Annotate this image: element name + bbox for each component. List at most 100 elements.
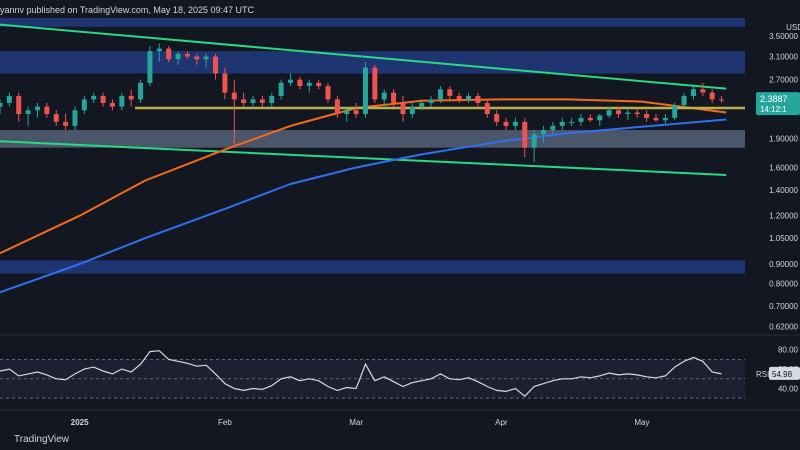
time-tick-label: Feb xyxy=(218,418,232,427)
candle xyxy=(44,102,50,118)
candle-body xyxy=(138,82,144,100)
candle xyxy=(259,95,265,107)
candle-body xyxy=(690,89,696,96)
moving-average-2 xyxy=(0,118,727,294)
candle-body xyxy=(0,102,3,107)
candle-body xyxy=(241,99,247,103)
candle-body xyxy=(587,117,593,121)
candle-body xyxy=(353,110,359,115)
trendlines xyxy=(0,23,727,176)
candle xyxy=(119,92,125,111)
candle xyxy=(194,53,200,65)
candle-body xyxy=(447,89,453,96)
candle xyxy=(578,114,584,126)
candle xyxy=(400,95,406,122)
candles xyxy=(0,43,725,163)
candle xyxy=(297,76,303,90)
candle-body xyxy=(72,110,78,126)
candle xyxy=(325,82,331,103)
candle-body xyxy=(381,92,387,100)
time-tick-label: 2025 xyxy=(71,418,89,427)
candle-body xyxy=(222,73,228,93)
price-axis[interactable]: USDT3.500003.100002.700002.300001.900001… xyxy=(745,18,800,333)
candle-body xyxy=(662,117,668,121)
candle xyxy=(662,114,668,124)
candle xyxy=(653,114,659,122)
candle xyxy=(81,95,87,115)
candle xyxy=(222,67,228,100)
candle-body xyxy=(709,92,715,100)
candle xyxy=(531,130,537,163)
candle-body xyxy=(597,115,603,121)
candle xyxy=(0,99,3,115)
candle-body xyxy=(213,56,219,74)
candle xyxy=(690,86,696,100)
rsi-tick-label: 40.00 xyxy=(778,384,799,393)
time-tick-label: May xyxy=(634,418,649,427)
price-tick-label: 3.10000 xyxy=(769,53,798,62)
candle xyxy=(709,89,715,103)
candle xyxy=(700,82,706,96)
candle xyxy=(606,106,612,118)
rsi-tick-label: 80.00 xyxy=(778,346,799,355)
candle-body xyxy=(503,121,509,126)
candle xyxy=(381,89,387,107)
candle-body xyxy=(147,51,153,83)
candle-body xyxy=(194,56,200,60)
candle xyxy=(269,92,275,107)
candle-body xyxy=(63,121,69,126)
candle xyxy=(494,110,500,126)
rsi-indicator-label: RSI xyxy=(756,370,769,379)
candle-body xyxy=(653,117,659,121)
candle-body xyxy=(91,95,97,100)
candle-body xyxy=(297,79,303,87)
candle xyxy=(63,114,69,131)
candle xyxy=(447,86,453,100)
candle-body xyxy=(16,95,22,115)
price-tick-label: 0.70000 xyxy=(769,302,798,311)
candle xyxy=(428,95,434,107)
candle-body xyxy=(484,102,490,115)
candle xyxy=(213,53,219,80)
price-tick-label: 2.70000 xyxy=(769,76,798,85)
time-axis[interactable]: 2025 Feb Mar Apr May xyxy=(0,409,800,427)
price-tick-label: 1.05000 xyxy=(769,234,798,243)
price-tick-label: 0.62000 xyxy=(769,322,798,331)
candle xyxy=(550,121,556,135)
candle-body xyxy=(681,95,687,106)
candle xyxy=(147,46,153,87)
candle-body xyxy=(184,53,190,57)
candle xyxy=(681,92,687,107)
candle xyxy=(203,53,209,68)
candle xyxy=(353,102,359,118)
candle-body xyxy=(615,110,621,115)
candle xyxy=(719,95,725,103)
candle-body xyxy=(334,99,340,115)
candle-body xyxy=(541,130,547,135)
candle-body xyxy=(344,110,350,115)
price-axis-unit: USDT xyxy=(786,23,800,32)
candle-body xyxy=(634,112,640,115)
countdown-label: 14:12:1 xyxy=(760,105,787,114)
candle xyxy=(278,79,284,100)
candle xyxy=(512,117,518,131)
price-zone-1 xyxy=(0,18,800,27)
candle xyxy=(231,79,237,148)
candle xyxy=(672,102,678,121)
price-zone-4 xyxy=(0,260,800,274)
candle xyxy=(484,99,490,118)
candle xyxy=(156,43,162,63)
candle xyxy=(587,114,593,122)
candle-body xyxy=(456,95,462,100)
candle xyxy=(241,92,247,107)
candle xyxy=(456,92,462,103)
candle-body xyxy=(81,99,87,111)
candle xyxy=(72,106,78,131)
trendline-2 xyxy=(0,140,727,176)
candle xyxy=(100,92,106,107)
candle-body xyxy=(391,92,397,103)
candle xyxy=(634,108,640,118)
candle xyxy=(391,89,397,107)
